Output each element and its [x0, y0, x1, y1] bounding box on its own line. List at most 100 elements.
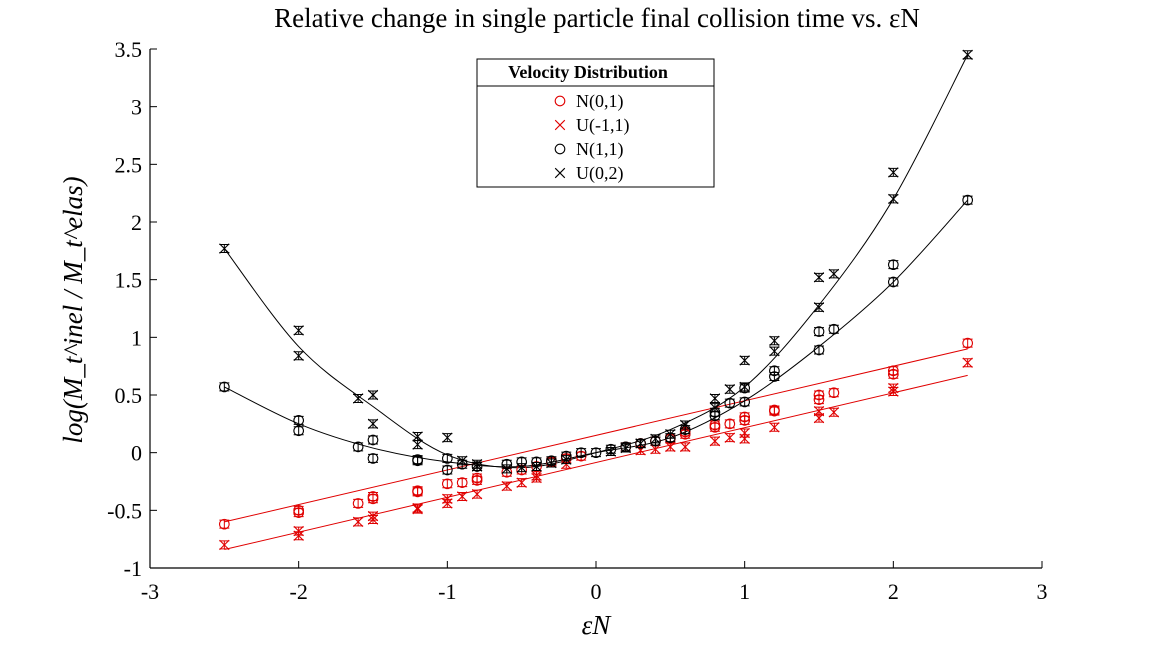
legend-item: N(1,1): [554, 139, 624, 160]
data-point: [828, 407, 840, 418]
data-point: [367, 434, 379, 446]
data-point: [828, 387, 840, 399]
data-point: [352, 393, 364, 404]
data-point: [887, 365, 899, 377]
data-point: [605, 446, 617, 457]
data-point: [769, 345, 780, 357]
data-point: [813, 344, 825, 356]
data-point: [293, 325, 304, 336]
legend-box: [476, 58, 715, 188]
chart-title: Relative change in single particle final…: [274, 3, 920, 33]
data-point: [501, 480, 512, 492]
x-tick-label: 0: [591, 579, 602, 604]
data-point: [620, 442, 631, 454]
data-point: [769, 404, 780, 416]
data-point: [709, 393, 721, 404]
legend-label: U(-1,1): [576, 115, 629, 136]
data-point: [456, 477, 468, 489]
data-point: [813, 302, 825, 313]
data-point: [516, 462, 527, 473]
data-point: [962, 357, 973, 368]
data-point: [531, 470, 542, 481]
data-point: [412, 455, 423, 467]
y-tick-label: 3.5: [115, 37, 143, 62]
data-point: [293, 525, 304, 537]
legend-marker: [554, 167, 566, 179]
data-point: [531, 461, 542, 472]
data-point: [367, 418, 379, 430]
data-point: [709, 435, 721, 447]
data-point: [888, 167, 899, 178]
data-point: [219, 539, 230, 551]
data-point: [769, 422, 780, 433]
data-point: [724, 418, 736, 430]
data-point: [441, 453, 453, 464]
data-point: [219, 243, 230, 254]
data-point: [471, 488, 483, 500]
legend-item: U(0,2): [554, 163, 624, 184]
y-tick-label: 3: [131, 95, 142, 120]
data-point: [293, 425, 305, 437]
data-point: [412, 439, 423, 450]
legend-marker: [554, 119, 566, 131]
legend: Velocity Distribution N(0,1) U(-1,1) N(1,1…: [476, 58, 715, 188]
x-tick-label: 1: [739, 579, 750, 604]
data-point: [739, 427, 750, 439]
data-point: [412, 485, 423, 497]
data-point: [561, 454, 572, 465]
data-point: [769, 335, 780, 346]
x-tick-label: 2: [888, 579, 899, 604]
data-point: [471, 472, 483, 484]
y-tick-label: 1.5: [115, 268, 143, 293]
y-tick-label: -0.5: [107, 498, 142, 523]
y-tick-label: -1: [124, 556, 142, 581]
data-point: [218, 518, 230, 530]
data-point: [516, 477, 527, 488]
data-point: [665, 441, 676, 453]
data-point: [887, 276, 899, 288]
fit-line-N(1,1): [224, 199, 969, 468]
data-point: [813, 389, 825, 401]
y-axis-label: log(M_t^inel / M_t^elas): [58, 176, 88, 443]
data-point: [501, 463, 512, 475]
legend-item: U(-1,1): [554, 115, 629, 136]
data-point: [590, 447, 602, 459]
x-tick-label: 3: [1037, 579, 1048, 604]
data-point: [352, 441, 364, 453]
data-point: [680, 419, 691, 431]
data-point: [293, 415, 305, 426]
data-point: [813, 405, 825, 417]
data-point: [888, 382, 899, 394]
fit-line-U(-1,1): [224, 374, 968, 551]
data-point: [441, 464, 453, 476]
data-point: [962, 337, 974, 349]
data-point: [457, 455, 468, 466]
data-point: [471, 461, 483, 472]
y-tick-label: 0: [131, 441, 142, 466]
data-point: [442, 432, 453, 443]
data-point: [352, 516, 364, 528]
data-point: [441, 478, 453, 490]
data-point: [888, 193, 899, 205]
y-tick-label: 2: [131, 210, 142, 235]
data-point: [680, 441, 691, 453]
data-point: [828, 268, 840, 280]
data-point: [813, 326, 825, 337]
data-point: [575, 447, 587, 459]
y-ticks: -1 -0.5 0 0.5 1 1.5 2 2.5 3 3.5: [107, 37, 157, 581]
data-point: [293, 504, 305, 516]
data-point: [367, 491, 379, 502]
data-point: [962, 49, 973, 60]
data-point: [813, 272, 825, 283]
data-point: [739, 411, 751, 423]
data-point: [724, 384, 735, 395]
data-point: [650, 433, 661, 445]
data-point: [739, 396, 751, 408]
data-point: [739, 355, 750, 366]
data-point: [724, 397, 736, 409]
data-point: [709, 402, 721, 413]
legend-marker: [554, 143, 566, 155]
data-point: [293, 350, 304, 361]
legend-label: U(0,2): [576, 163, 624, 184]
